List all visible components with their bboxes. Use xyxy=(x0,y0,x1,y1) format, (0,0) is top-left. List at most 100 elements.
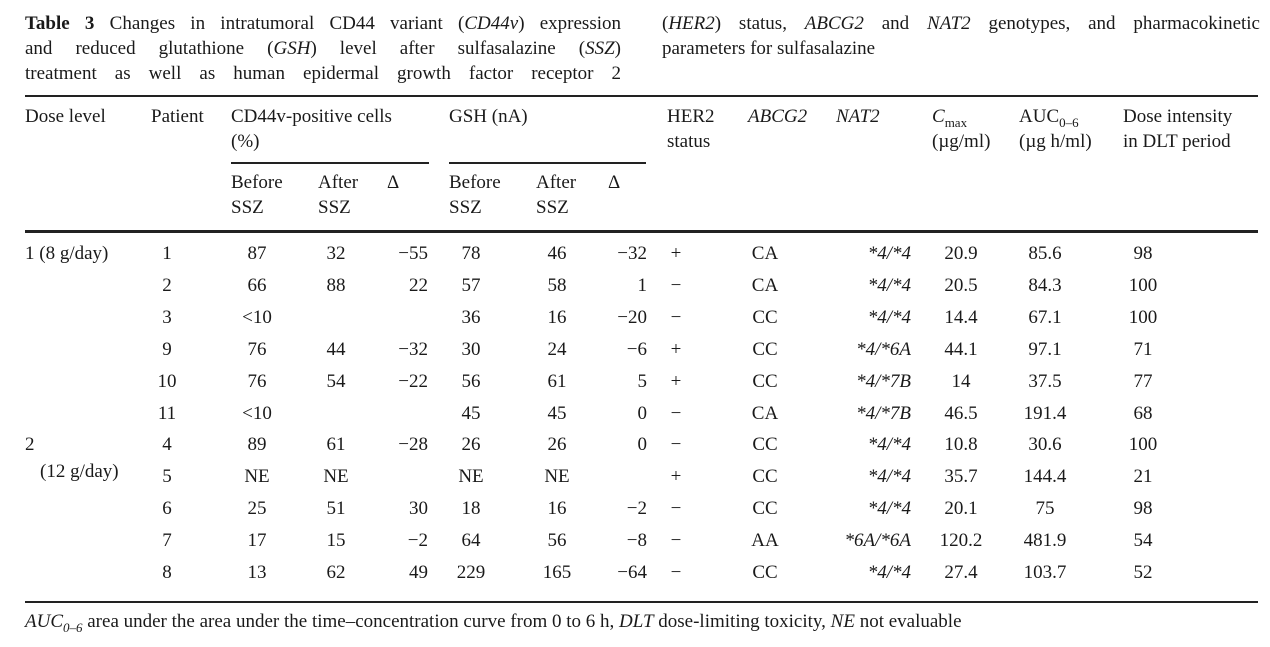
cell-cd44v-delta: −55 xyxy=(398,243,428,264)
cell-auc: 67.1 xyxy=(1028,307,1062,328)
cell-dose-intensity: 77 xyxy=(1133,371,1153,392)
header-gsh-delta: Δ xyxy=(608,172,621,193)
cell-auc: 37.5 xyxy=(1028,371,1062,392)
caption-line-4: (HER2) status, ABCG2 and NAT2 genotypes,… xyxy=(662,13,1260,34)
cell-cd44v-after: 32 xyxy=(326,243,346,264)
cell-cmax: 46.5 xyxy=(944,403,978,424)
cell-patient: 3 xyxy=(162,307,172,328)
cell-gsh-after: 165 xyxy=(542,562,572,583)
cell-gsh-after: 61 xyxy=(547,371,567,392)
header-cmax-unit: (µg/ml) xyxy=(932,131,991,152)
cell-gsh-before: 30 xyxy=(461,339,481,360)
header-nat2: NAT2 xyxy=(836,106,880,127)
cell-gsh-before: 57 xyxy=(461,275,481,296)
cell-abcg2: AA xyxy=(751,530,779,551)
cell-abcg2: CC xyxy=(752,498,778,519)
cell-cmax: 20.5 xyxy=(944,275,978,296)
cell-gsh-before: 36 xyxy=(461,307,481,328)
header-patient: Patient xyxy=(151,106,204,127)
cell-nat2: *4/*4 xyxy=(867,562,911,583)
caption-line-3: treatment as well as human epidermal gro… xyxy=(25,63,621,84)
cell-her2-status: + xyxy=(670,371,682,392)
cell-cmax: 14 xyxy=(951,371,971,392)
cell-gsh-after: 24 xyxy=(547,339,567,360)
dose-label-1: 1 (8 g/day) xyxy=(25,243,109,264)
cell-cd44v-delta: −32 xyxy=(398,339,428,360)
cell-nat2: *4/*4 xyxy=(867,307,911,328)
cell-cd44v-before: 76 xyxy=(247,371,267,392)
cell-auc: 481.9 xyxy=(1023,530,1067,551)
cell-cd44v-delta: 49 xyxy=(409,562,428,583)
header-cd-before-line-1: Before xyxy=(231,172,283,193)
cell-her2-status: − xyxy=(670,275,682,296)
header-dose-intensity-line-1: Dose intensity xyxy=(1123,106,1233,127)
cell-patient: 10 xyxy=(157,371,177,392)
cell-abcg2: CC xyxy=(752,371,778,392)
cell-auc: 103.7 xyxy=(1023,562,1067,583)
cell-cd44v-before: NE xyxy=(244,466,270,487)
cell-nat2: *4/*6A xyxy=(856,339,911,360)
header-gsh-before-line-2: SSZ xyxy=(449,197,482,218)
cell-gsh-before: 78 xyxy=(461,243,481,264)
header-cd44v-line-2: (%) xyxy=(231,131,260,152)
cell-cd44v-after: NE xyxy=(323,466,349,487)
cell-cmax: 20.1 xyxy=(944,498,978,519)
cell-nat2: *6A/*6A xyxy=(844,530,912,551)
caption-line-2: and reduced glutathione (GSH) level afte… xyxy=(25,38,621,59)
dose-label-2-line-2: (12 g/day) xyxy=(40,461,119,482)
cell-cd44v-after: 62 xyxy=(326,562,346,583)
cell-abcg2: CC xyxy=(752,307,778,328)
cell-auc: 84.3 xyxy=(1028,275,1062,296)
cell-gsh-delta: −2 xyxy=(626,498,647,519)
cell-cd44v-after: 61 xyxy=(326,434,346,455)
cell-patient: 6 xyxy=(162,498,172,519)
header-cmax: Cmax xyxy=(932,106,968,130)
cell-nat2: *4/*4 xyxy=(867,434,911,455)
cell-cd44v-before: <10 xyxy=(242,307,272,328)
cell-cd44v-before: 25 xyxy=(247,498,267,519)
cell-cd44v-delta: −28 xyxy=(398,434,428,455)
cell-cd44v-before: 13 xyxy=(247,562,267,583)
cell-gsh-delta: −32 xyxy=(617,243,647,264)
cell-cd44v-after: 51 xyxy=(326,498,346,519)
cell-nat2: *4/*7B xyxy=(856,371,911,392)
cell-abcg2: CA xyxy=(751,243,779,264)
cell-patient: 8 xyxy=(162,562,172,583)
cell-gsh-before: 64 xyxy=(461,530,481,551)
header-cd-after-line-2: SSZ xyxy=(318,197,351,218)
cell-abcg2: CC xyxy=(752,339,778,360)
cell-gsh-after: 46 xyxy=(547,243,567,264)
header-cd44v-line-1: CD44v-positive cells xyxy=(231,106,392,127)
cell-cmax: 10.8 xyxy=(944,434,978,455)
cell-cd44v-delta: 30 xyxy=(409,498,428,519)
cell-auc: 85.6 xyxy=(1028,243,1062,264)
cell-cd44v-delta: −22 xyxy=(398,371,428,392)
cell-cmax: 120.2 xyxy=(939,530,983,551)
cell-gsh-delta: −64 xyxy=(617,562,647,583)
cell-gsh-after: 16 xyxy=(547,307,567,328)
dose-label-2-line-1: 2 xyxy=(25,434,35,455)
cell-auc: 97.1 xyxy=(1028,339,1062,360)
cell-her2-status: + xyxy=(670,243,682,264)
cell-dose-intensity: 71 xyxy=(1133,339,1153,360)
cell-dose-intensity: 100 xyxy=(1128,434,1158,455)
header-cd-delta: Δ xyxy=(387,172,400,193)
header-bottom-rule xyxy=(25,230,1258,233)
cell-gsh-delta: 0 xyxy=(637,434,648,455)
header-dose-intensity-line-2: in DLT period xyxy=(1123,131,1231,152)
cell-her2-status: − xyxy=(670,562,682,583)
cell-patient: 2 xyxy=(162,275,172,296)
cell-her2-status: − xyxy=(670,530,682,551)
cell-cd44v-before: <10 xyxy=(242,403,272,424)
cell-gsh-before: NE xyxy=(458,466,484,487)
cell-her2-status: − xyxy=(670,307,682,328)
cell-cd44v-delta: 22 xyxy=(409,275,428,296)
cell-cmax: 20.9 xyxy=(944,243,978,264)
cell-abcg2: CA xyxy=(751,403,779,424)
cell-gsh-delta: 1 xyxy=(637,275,648,296)
header-her2-line-2: status xyxy=(667,131,711,152)
header-gsh-before-line-1: Before xyxy=(449,172,501,193)
cell-auc: 144.4 xyxy=(1023,466,1067,487)
cell-patient: 4 xyxy=(162,434,172,455)
caption-line-1: Table 3 Changes in intratumoral CD44 var… xyxy=(25,13,621,34)
